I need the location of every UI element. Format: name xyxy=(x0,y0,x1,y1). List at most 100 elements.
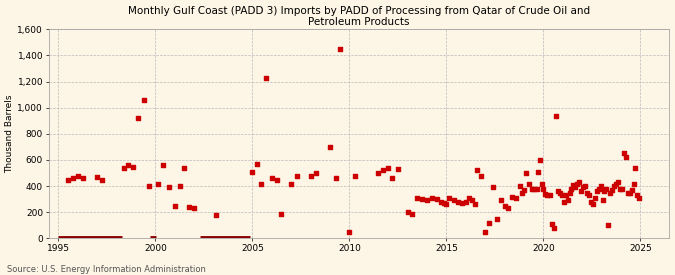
Point xyxy=(466,198,477,202)
Point xyxy=(138,98,149,102)
Point xyxy=(472,168,483,173)
Point xyxy=(580,184,591,188)
Point xyxy=(271,177,282,182)
Point xyxy=(444,196,455,200)
Point xyxy=(507,194,518,199)
Point xyxy=(634,196,645,200)
Point xyxy=(470,202,481,207)
Point xyxy=(576,189,587,194)
Text: Source: U.S. Energy Information Administration: Source: U.S. Energy Information Administ… xyxy=(7,265,206,274)
Point xyxy=(531,186,542,191)
Point xyxy=(597,198,608,203)
Point xyxy=(256,181,267,186)
Point xyxy=(514,184,525,188)
Point xyxy=(456,201,467,205)
Point xyxy=(562,198,573,203)
Point xyxy=(542,193,553,197)
Point xyxy=(599,189,610,194)
Point xyxy=(622,191,633,195)
Point xyxy=(452,200,463,204)
Point xyxy=(247,170,258,174)
Point xyxy=(605,191,616,195)
Point xyxy=(439,201,450,205)
Point xyxy=(616,186,627,191)
Point xyxy=(499,204,510,208)
Point xyxy=(603,223,614,227)
Point xyxy=(618,151,629,156)
Point xyxy=(503,206,514,211)
Point xyxy=(427,196,437,200)
Point xyxy=(487,185,498,190)
Point xyxy=(378,168,389,173)
Point xyxy=(566,186,577,191)
Point xyxy=(556,193,567,197)
Point xyxy=(560,193,571,197)
Point xyxy=(252,162,263,166)
Point xyxy=(601,186,612,191)
Point xyxy=(572,181,583,186)
Point xyxy=(392,167,403,171)
Point xyxy=(189,206,200,211)
Point xyxy=(344,230,355,234)
Point xyxy=(184,205,194,209)
Point xyxy=(626,188,637,192)
Point xyxy=(516,191,527,195)
Point xyxy=(570,185,580,190)
Point xyxy=(533,170,544,174)
Point xyxy=(407,211,418,216)
Point xyxy=(587,202,598,207)
Point xyxy=(63,177,74,182)
Point xyxy=(611,181,622,186)
Point xyxy=(261,75,271,80)
Point xyxy=(578,185,589,190)
Point xyxy=(540,192,551,196)
Point xyxy=(609,184,620,188)
Point xyxy=(119,166,130,170)
Point xyxy=(311,171,322,175)
Point xyxy=(97,177,107,182)
Point xyxy=(545,193,556,197)
Point xyxy=(558,200,569,204)
Title: Monthly Gulf Coast (PADD 3) Imports by PADD of Processing from Qatar of Crude Oi: Monthly Gulf Coast (PADD 3) Imports by P… xyxy=(128,6,590,27)
Point xyxy=(463,196,474,200)
Point xyxy=(589,196,600,200)
Point xyxy=(526,186,537,191)
Point xyxy=(441,202,452,207)
Point xyxy=(179,166,190,170)
Point xyxy=(582,191,593,195)
Point xyxy=(632,193,643,197)
Point xyxy=(624,191,635,195)
Point xyxy=(267,176,277,180)
Point xyxy=(449,198,460,203)
Point xyxy=(276,211,287,216)
Point xyxy=(123,163,134,167)
Point xyxy=(143,184,154,188)
Point xyxy=(614,186,625,191)
Point xyxy=(574,180,585,185)
Point xyxy=(630,166,641,170)
Point xyxy=(537,181,548,186)
Point xyxy=(72,174,83,178)
Point xyxy=(480,230,491,234)
Point xyxy=(330,176,341,180)
Point xyxy=(163,185,174,190)
Point xyxy=(495,198,506,203)
Point xyxy=(68,175,78,180)
Point xyxy=(334,47,345,51)
Point xyxy=(77,176,88,180)
Point xyxy=(153,182,163,186)
Point xyxy=(476,174,487,178)
Point xyxy=(92,175,103,179)
Point xyxy=(628,181,639,186)
Point xyxy=(305,174,316,178)
Point xyxy=(491,217,502,221)
Point xyxy=(551,113,562,118)
Point xyxy=(568,183,579,187)
Point xyxy=(383,166,394,170)
Point xyxy=(535,158,546,162)
Point xyxy=(538,186,549,191)
Point xyxy=(549,226,560,230)
Point xyxy=(591,189,602,194)
Point xyxy=(422,198,433,202)
Point xyxy=(520,171,531,175)
